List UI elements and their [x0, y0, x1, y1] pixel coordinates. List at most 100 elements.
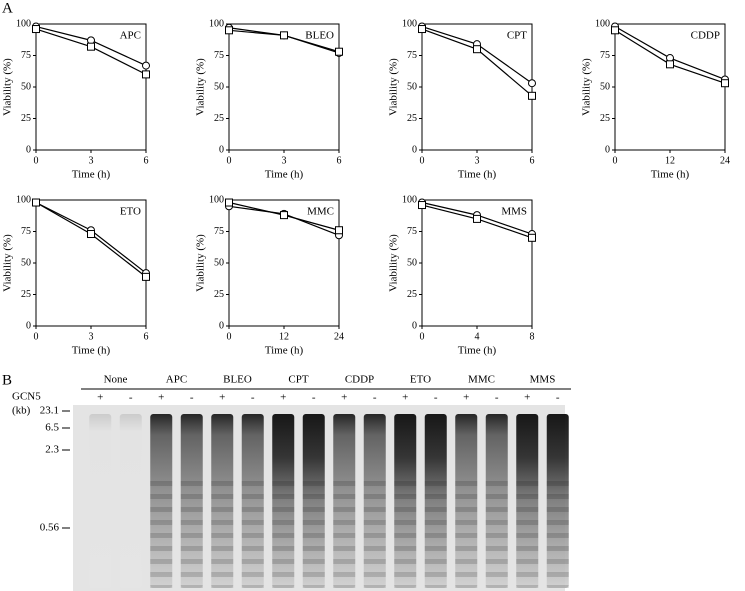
- x-axis-label: Time (h): [265, 345, 304, 357]
- x-tick-label: 12: [665, 155, 675, 166]
- x-axis-label: Time (h): [458, 169, 497, 181]
- lane-ladder: [424, 478, 447, 588]
- x-tick-label: 0: [34, 331, 39, 342]
- point: [666, 60, 674, 69]
- chart-title: MMS: [501, 206, 527, 218]
- y-axis-label: Viability (%): [388, 234, 400, 292]
- x-tick-label: 6: [144, 331, 149, 342]
- lane-smear: [119, 414, 142, 588]
- point: [142, 70, 150, 79]
- x-tick-label: 6: [144, 155, 149, 166]
- x-tick-label: 24: [720, 155, 730, 166]
- x-tick-label: 8: [530, 331, 535, 342]
- group-label: MMC: [468, 374, 495, 386]
- y-tick-label: 100: [209, 194, 224, 205]
- y-tick-label: 25: [407, 113, 417, 124]
- x-axis-label: Time (h): [265, 169, 304, 181]
- y-tick-label: 75: [214, 226, 224, 237]
- size-marker: 2.3: [45, 444, 59, 456]
- chart-title: CDDP: [691, 30, 720, 42]
- y-axis-label: Viability (%): [195, 58, 207, 116]
- group-label: ETO: [410, 374, 431, 386]
- lane-ladder: [333, 478, 356, 588]
- x-tick-label: 24: [334, 331, 344, 342]
- size-marker: 23.1: [40, 405, 59, 417]
- point: [418, 201, 426, 210]
- lane-label: -: [251, 392, 255, 404]
- row-label: GCN5: [12, 391, 41, 403]
- lane-label: +: [524, 392, 530, 404]
- lane-ladder: [455, 478, 478, 588]
- point: [32, 198, 40, 207]
- x-tick-label: 0: [420, 155, 425, 166]
- lane-label: +: [341, 392, 347, 404]
- lane-ladder: [546, 478, 569, 588]
- lane-ladder: [485, 478, 508, 588]
- y-tick-label: 75: [407, 226, 417, 237]
- size-marker: 6.5: [45, 422, 59, 434]
- group-label: None: [104, 374, 128, 386]
- y-axis-label: Viability (%): [195, 234, 207, 292]
- chart-title: ETO: [120, 206, 141, 218]
- x-axis-label: Time (h): [651, 169, 690, 181]
- point: [528, 233, 536, 242]
- y-tick-label: 25: [600, 113, 610, 124]
- x-tick-label: 0: [420, 331, 425, 342]
- lane-ladder: [211, 478, 234, 588]
- lane-ladder: [241, 478, 264, 588]
- y-tick-label: 75: [407, 50, 417, 61]
- y-tick-label: 0: [412, 320, 417, 331]
- point: [142, 61, 150, 70]
- size-marker: 0.56: [40, 522, 60, 534]
- lane-label: -: [190, 392, 194, 404]
- lane-ladder: [272, 478, 295, 588]
- point: [418, 25, 426, 34]
- lane-ladder: [363, 478, 386, 588]
- x-axis-label: Time (h): [72, 169, 111, 181]
- x-tick-label: 3: [475, 155, 480, 166]
- point: [87, 42, 95, 51]
- unit-label: (kb): [12, 405, 31, 417]
- lane-smear: [89, 414, 112, 588]
- lane-label: +: [280, 392, 286, 404]
- y-tick-label: 25: [21, 289, 31, 300]
- y-tick-label: 50: [407, 257, 417, 268]
- point: [280, 31, 288, 40]
- y-axis-label: Viability (%): [2, 234, 14, 292]
- lane-ladder: [180, 478, 203, 588]
- x-tick-label: 0: [613, 155, 618, 166]
- point: [721, 79, 729, 88]
- x-tick-label: 0: [227, 331, 232, 342]
- chart-title: MMC: [307, 206, 334, 218]
- y-tick-label: 50: [21, 257, 31, 268]
- x-tick-label: 6: [530, 155, 535, 166]
- y-tick-label: 25: [407, 289, 417, 300]
- y-axis-label: Viability (%): [2, 58, 14, 116]
- y-tick-label: 50: [214, 257, 224, 268]
- y-tick-label: 25: [214, 113, 224, 124]
- y-tick-label: 75: [21, 226, 31, 237]
- chart-title: CPT: [507, 30, 527, 42]
- point: [528, 91, 536, 100]
- y-tick-label: 0: [219, 144, 224, 155]
- plot-frame: [35, 199, 147, 327]
- lane-ladder: [302, 478, 325, 588]
- y-tick-label: 50: [21, 81, 31, 92]
- x-axis-label: Time (h): [72, 345, 111, 357]
- x-tick-label: 4: [475, 331, 480, 342]
- lane-label: +: [402, 392, 408, 404]
- plot-frame: [614, 23, 726, 151]
- x-tick-label: 3: [89, 331, 94, 342]
- x-tick-label: 0: [34, 155, 39, 166]
- lane-label: +: [158, 392, 164, 404]
- point: [528, 79, 536, 88]
- lane-ladder: [150, 478, 173, 588]
- group-label: BLEO: [223, 374, 252, 386]
- y-tick-label: 50: [407, 81, 417, 92]
- y-tick-label: 100: [595, 18, 610, 29]
- y-tick-label: 100: [209, 18, 224, 29]
- chart-title: BLEO: [305, 30, 334, 42]
- lane-ladder: [516, 478, 539, 588]
- lane-label: +: [463, 392, 469, 404]
- y-tick-label: 0: [26, 144, 31, 155]
